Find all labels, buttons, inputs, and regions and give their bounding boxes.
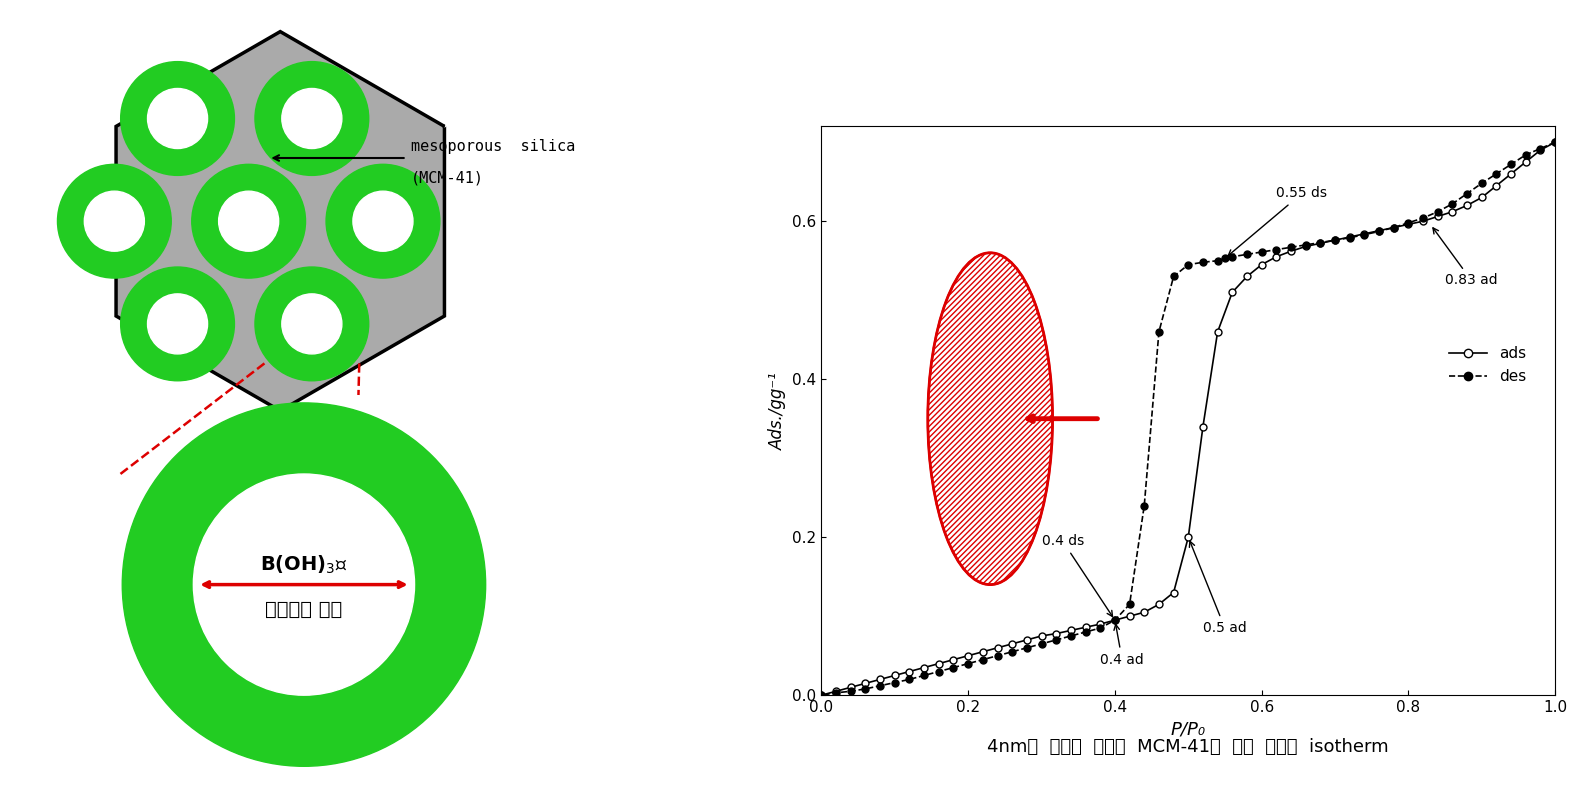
Circle shape <box>282 88 341 149</box>
Text: 0.4 ds: 0.4 ds <box>1042 534 1113 616</box>
Circle shape <box>85 191 145 251</box>
des <box>1207 256 1227 265</box>
des <box>1105 615 1124 625</box>
ads <box>1046 629 1065 638</box>
Circle shape <box>352 191 413 251</box>
Text: mesoporous  silica: mesoporous silica <box>410 139 574 153</box>
Circle shape <box>193 474 415 695</box>
des <box>1487 169 1506 179</box>
Circle shape <box>147 294 207 354</box>
Y-axis label: Ads./gg⁻¹: Ads./gg⁻¹ <box>769 372 786 450</box>
Circle shape <box>123 403 485 766</box>
Text: 0.55 ds: 0.55 ds <box>1228 186 1327 255</box>
Text: 4nm의  기공을  가지는  MCM-41의  수분  흡탈착  isotherm: 4nm의 기공을 가지는 MCM-41의 수분 흡탈착 isotherm <box>987 738 1389 755</box>
ads <box>812 690 831 700</box>
des <box>871 681 890 690</box>
des <box>1546 137 1565 147</box>
Text: 0.83 ad: 0.83 ad <box>1432 228 1498 288</box>
Text: B(OH)$_3$를: B(OH)$_3$를 <box>260 554 348 576</box>
des <box>1281 243 1300 252</box>
Text: 균일하게 코팅: 균일하게 코팅 <box>265 600 343 619</box>
des <box>1077 627 1096 637</box>
ads <box>973 647 992 656</box>
Circle shape <box>282 294 341 354</box>
des <box>812 690 831 700</box>
Circle shape <box>325 164 440 278</box>
Line: des: des <box>818 139 1558 698</box>
Circle shape <box>121 267 234 381</box>
Circle shape <box>57 164 171 278</box>
ads <box>1340 232 1359 242</box>
Polygon shape <box>116 32 445 411</box>
ads <box>1546 137 1565 147</box>
Text: 0.5 ad: 0.5 ad <box>1190 541 1247 635</box>
Text: (MCM-41): (MCM-41) <box>410 171 483 185</box>
Circle shape <box>255 62 368 175</box>
ads <box>1297 242 1316 251</box>
X-axis label: P/P₀: P/P₀ <box>1171 720 1206 739</box>
Circle shape <box>219 191 279 251</box>
ads <box>1531 145 1550 155</box>
Circle shape <box>255 267 368 381</box>
Line: ads: ads <box>818 139 1558 698</box>
Circle shape <box>191 164 306 278</box>
Circle shape <box>121 62 234 175</box>
Circle shape <box>147 88 207 149</box>
Text: 0.4 ad: 0.4 ad <box>1101 624 1144 667</box>
ads <box>1032 631 1051 641</box>
Ellipse shape <box>928 253 1053 585</box>
Legend: ads, des: ads, des <box>1443 340 1533 390</box>
